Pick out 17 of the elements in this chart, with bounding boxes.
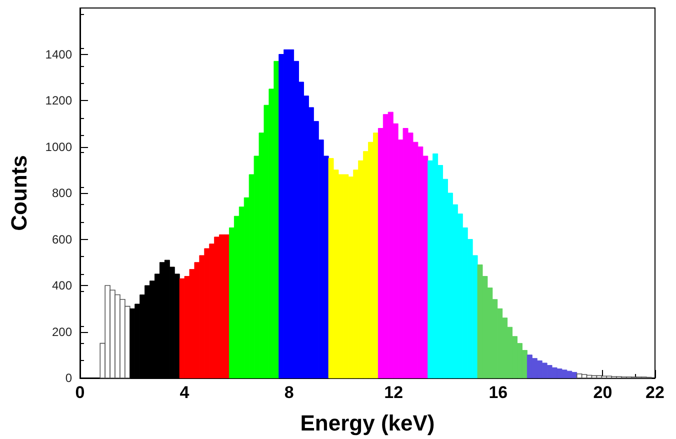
x-tick-label: 0 [75,383,85,402]
y-tick-label: 800 [52,186,72,200]
x-tick-label: 8 [284,383,294,402]
x-tick-label: 22 [646,383,664,402]
y-tick-label: 1000 [45,140,72,154]
y-tick-label: 1200 [45,94,72,108]
y-tick-label: 600 [52,232,72,246]
y-tick-label: 0 [65,371,72,385]
x-tick-label: 16 [488,383,508,402]
x-tick-label: 12 [384,383,404,402]
x-axis-title: Energy (keV) [300,410,435,436]
x-tick-label: 20 [593,383,612,402]
y-tick-label: 400 [52,278,72,292]
y-tick-label: 200 [52,324,72,339]
x-tick-label: 4 [180,383,190,402]
y-tick-label: 1400 [45,47,72,62]
y-axis-title: Counts [6,155,32,231]
